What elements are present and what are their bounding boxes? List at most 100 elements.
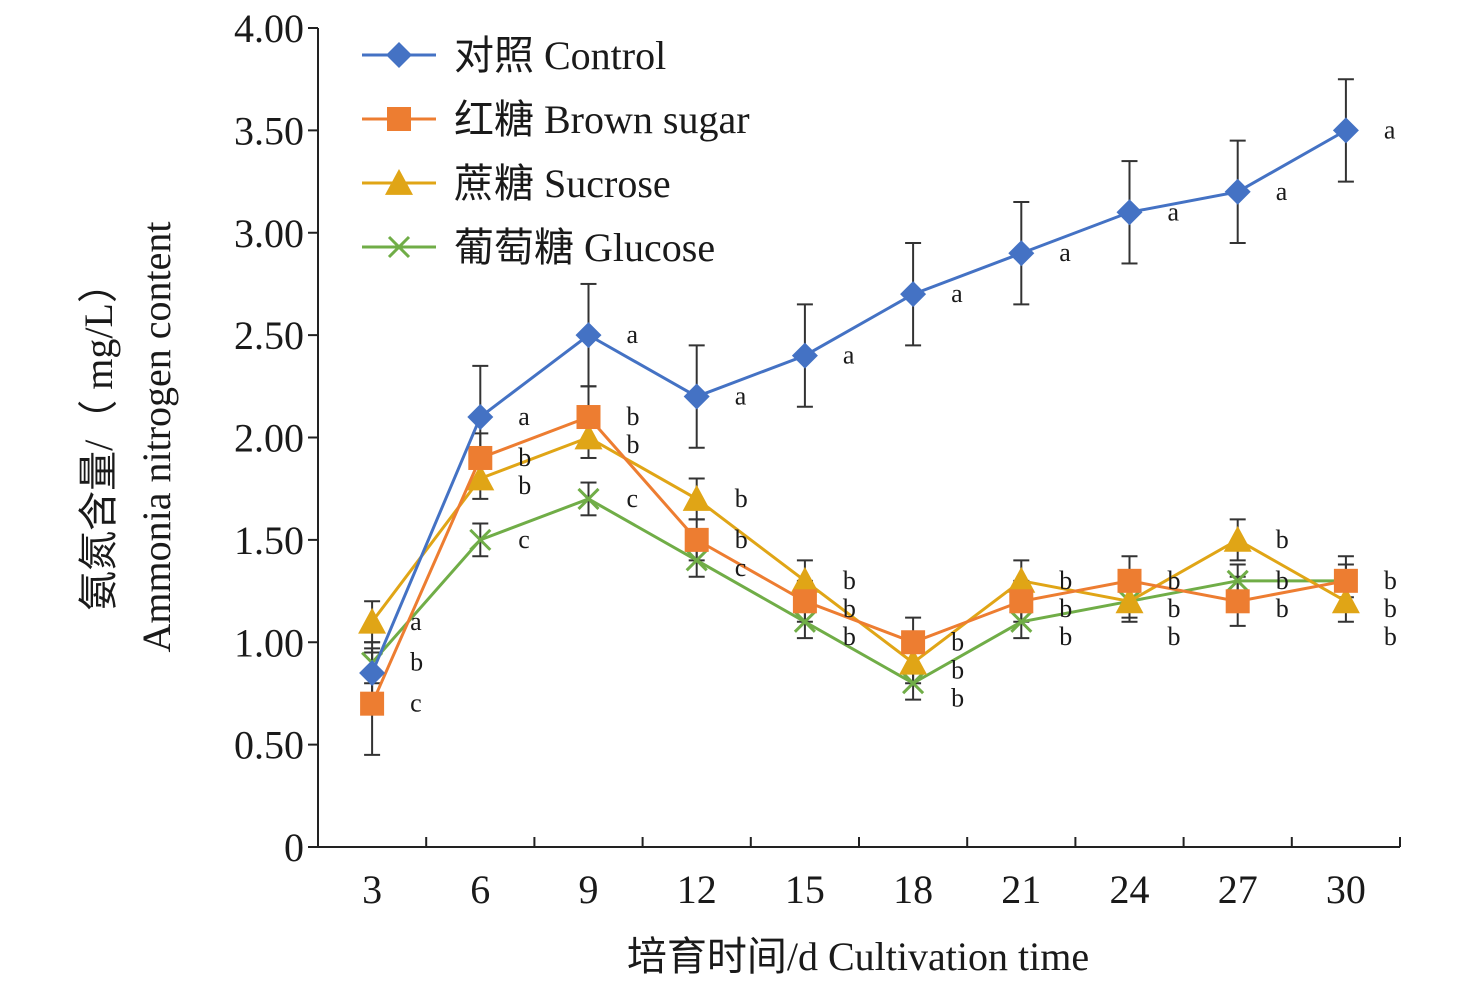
data-point [792,589,817,614]
legend-item: 对照 Control [362,33,666,78]
y-tick-label: 1.00 [234,620,304,665]
y-tick-label: 4.00 [234,6,304,51]
legend-marker [387,235,411,259]
x-tick-label: 21 [1001,867,1041,912]
data-point [1224,178,1251,205]
y-tick-label: 2.50 [234,313,304,358]
x-marker-stroke [902,672,925,695]
y-axis-title-line-2: Ammonia nitrogen content [134,221,179,652]
significance-letter: b [843,566,856,595]
significance-letter: b [735,525,748,554]
x-marker-stroke [387,235,411,259]
significance-letter: a [518,402,530,431]
legend-marker [386,42,412,68]
significance-letter: c [627,484,639,513]
significance-letter: b [1168,622,1181,651]
significance-letter: b [1059,594,1072,623]
legend: 对照 Control 红糖 Brown sugar 蔗糖 Sucrose 葡萄糖 Gl… [362,33,750,270]
x-marker-stroke [469,528,492,551]
significance-letter: a [627,320,639,349]
data-point [574,423,603,450]
y-tick-label: 3.00 [234,211,304,256]
significance-letter: c [735,553,747,582]
y-tick-label: 2.00 [234,416,304,461]
x-marker-stroke [793,610,816,633]
x-marker-stroke [685,549,708,572]
series-3 [361,487,1357,695]
significance-letter: b [843,622,856,651]
y-tick-label: 0 [284,825,304,870]
data-point [685,549,708,572]
data-point [1008,240,1035,267]
significance-letter: b [843,594,856,623]
data-point [1010,610,1033,633]
data-point [1226,569,1249,592]
significance-letter: b [951,655,964,684]
legend-marker [385,169,413,195]
data-point [1007,566,1036,593]
significance-letter: a [1168,197,1180,226]
x-marker-stroke [1226,569,1249,592]
data-point [467,404,494,431]
data-point [466,464,495,491]
data-point [359,659,386,686]
significance-letter: c [518,525,530,554]
series-1 [360,405,1358,716]
data-point [1333,568,1358,593]
significance-letter: a [1384,115,1396,144]
series-line [370,129,1347,674]
series-line [370,415,1347,705]
data-point [1225,589,1250,614]
data-point [576,405,601,430]
data-point [360,691,385,716]
data-point [1009,589,1034,614]
series-layer [358,78,1360,756]
data-point [575,322,602,349]
data-point [1115,587,1144,614]
data-point [1116,199,1143,226]
axes: 0 0.50 1.00 1.50 2.00 2.50 3.00 3.50 4.00 3 6 9 12 15… [234,6,1401,912]
significance-letter: a [843,341,855,370]
significance-letter: b [1059,566,1072,595]
x-marker-stroke [1010,610,1033,633]
legend-label: 蔗糖 Sucrose [454,161,671,206]
data-point [1223,525,1252,552]
legend-label: 红糖 Brown sugar [454,97,750,142]
significance-letter: a [1276,177,1288,206]
y-tick-label: 0.50 [234,723,304,768]
significance-letter: b [410,648,423,677]
data-point [902,672,925,695]
data-point [469,528,492,551]
data-point [1117,568,1142,593]
legend-label: 对照 Control [454,33,666,78]
significance-letter: b [627,402,640,431]
significance-letter: b [1276,566,1289,595]
significance-letter: b [1384,594,1397,623]
x-tick-label: 30 [1326,867,1366,912]
y-tick-label: 3.50 [234,108,304,153]
significance-letter: b [951,627,964,656]
significance-letter: a [410,607,422,636]
x-tick-label: 15 [785,867,825,912]
x-axis-title: 培育时间/d Cultivation time [627,934,1089,979]
significance-letter: c [410,689,422,718]
data-point [899,648,928,675]
data-point [900,281,927,308]
x-tick-label: 9 [579,867,599,912]
significance-letter: b [1168,594,1181,623]
x-tick-label: 24 [1110,867,1150,912]
data-point [791,342,818,369]
significance-letter: b [518,471,531,500]
y-axis-title: 氨氮含量/（ mg/L） Ammonia nitrogen content [76,221,179,652]
y-axis-title-line-1: 氨氮含量/（ mg/L） [76,263,121,611]
data-point [790,566,819,593]
data-point [793,610,816,633]
data-point [358,607,387,634]
data-point [1332,117,1359,144]
legend-item: 蔗糖 Sucrose [362,161,671,206]
legend-item: 红糖 Brown sugar [362,97,750,142]
data-point [1331,587,1360,614]
significance-letter: b [518,443,531,472]
significance-letter: b [1384,566,1397,595]
